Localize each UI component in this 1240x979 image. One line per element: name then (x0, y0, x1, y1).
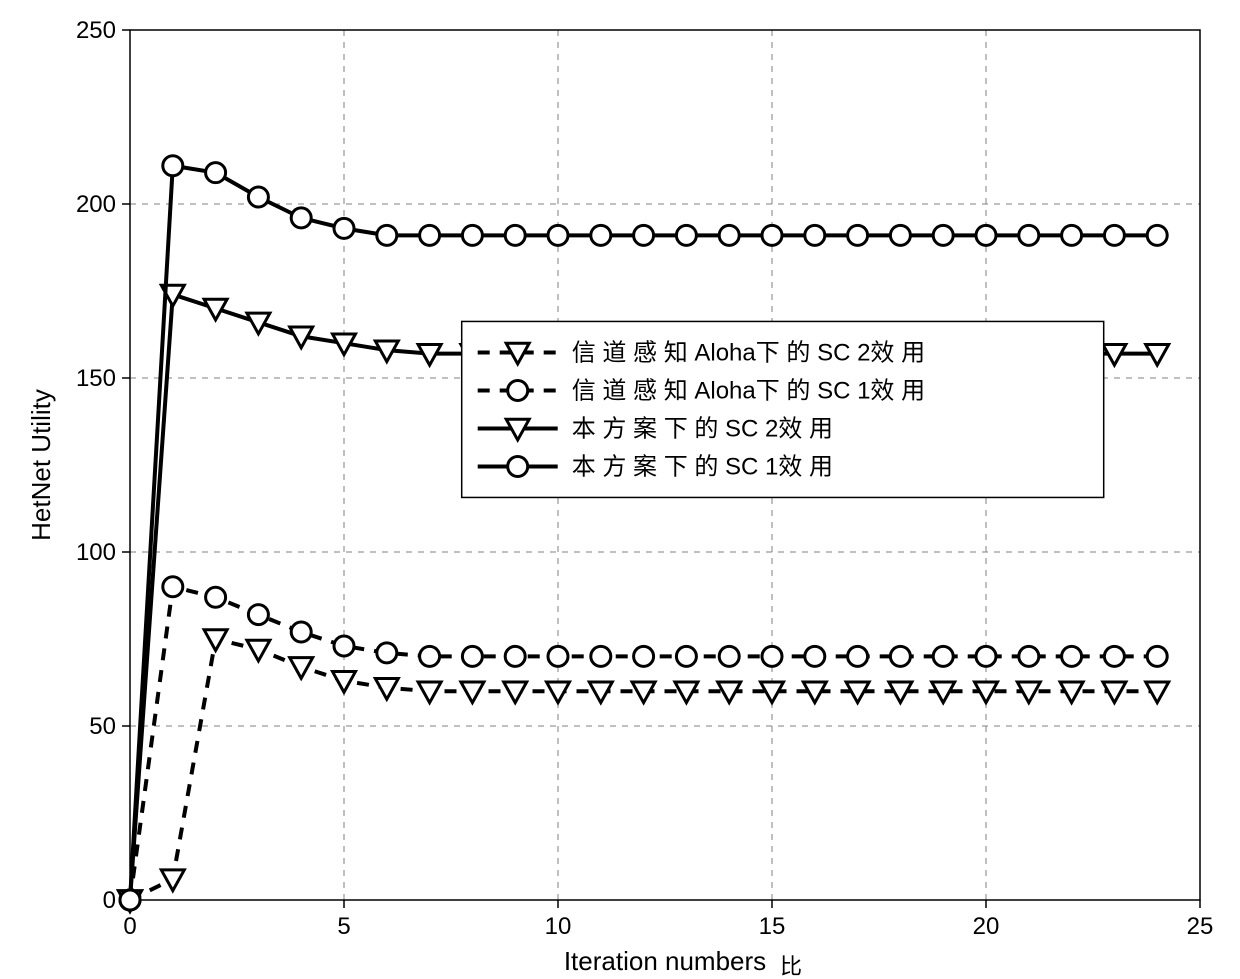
circle-marker (1104, 225, 1124, 245)
circle-marker (206, 587, 226, 607)
circle-marker (976, 646, 996, 666)
circle-marker (1019, 225, 1039, 245)
circle-marker (591, 646, 611, 666)
circle-marker (1062, 646, 1082, 666)
y-tick-label: 50 (89, 713, 116, 740)
circle-marker (334, 636, 354, 656)
circle-marker (890, 646, 910, 666)
x-tick-label: 20 (973, 913, 1000, 940)
circle-marker (206, 163, 226, 183)
circle-marker (548, 225, 568, 245)
chart-container: 0510152025050100150200250Iteration numbe… (0, 0, 1240, 979)
x-axis-extra-label: 比 (780, 954, 802, 979)
circle-marker (634, 225, 654, 245)
legend-label: 本 方 案 下 的 SC 1效 用 (572, 453, 833, 480)
circle-marker (377, 643, 397, 663)
legend-label: 信 道 感 知 Aloha下 的 SC 1效 用 (572, 377, 925, 404)
circle-marker (933, 225, 953, 245)
circle-marker (1019, 646, 1039, 666)
x-tick-label: 5 (337, 913, 350, 940)
legend: 信 道 感 知 Aloha下 的 SC 2效 用信 道 感 知 Aloha下 的… (462, 321, 1104, 497)
circle-marker (291, 208, 311, 228)
line-chart: 0510152025050100150200250Iteration numbe… (0, 0, 1240, 979)
circle-marker (848, 225, 868, 245)
y-tick-label: 200 (76, 191, 116, 218)
circle-marker (676, 225, 696, 245)
y-tick-label: 100 (76, 539, 116, 566)
circle-marker (676, 646, 696, 666)
x-axis-label: Iteration numbers (564, 946, 766, 976)
x-tick-label: 0 (123, 913, 136, 940)
circle-marker (890, 225, 910, 245)
circle-marker (163, 577, 183, 597)
circle-marker (420, 646, 440, 666)
y-tick-label: 250 (76, 17, 116, 44)
circle-marker (976, 225, 996, 245)
circle-marker (120, 890, 140, 910)
y-tick-label: 0 (103, 887, 116, 914)
x-tick-label: 25 (1187, 913, 1214, 940)
circle-marker (505, 225, 525, 245)
x-tick-label: 15 (759, 913, 786, 940)
circle-marker (248, 187, 268, 207)
circle-marker (508, 456, 528, 476)
circle-marker (420, 225, 440, 245)
circle-marker (291, 622, 311, 642)
circle-marker (548, 646, 568, 666)
circle-marker (805, 225, 825, 245)
y-axis-label: HetNet Utility (26, 389, 56, 541)
circle-marker (505, 646, 525, 666)
legend-label: 本 方 案 下 的 SC 2效 用 (572, 415, 833, 442)
circle-marker (508, 380, 528, 400)
circle-marker (762, 646, 782, 666)
circle-marker (634, 646, 654, 666)
circle-marker (462, 646, 482, 666)
circle-marker (1147, 646, 1167, 666)
circle-marker (163, 156, 183, 176)
circle-marker (933, 646, 953, 666)
x-tick-label: 10 (545, 913, 572, 940)
circle-marker (462, 225, 482, 245)
circle-marker (1147, 225, 1167, 245)
circle-marker (805, 646, 825, 666)
circle-marker (591, 225, 611, 245)
y-tick-label: 150 (76, 365, 116, 392)
circle-marker (848, 646, 868, 666)
circle-marker (377, 225, 397, 245)
legend-label: 信 道 感 知 Aloha下 的 SC 2效 用 (572, 339, 925, 366)
circle-marker (719, 225, 739, 245)
circle-marker (1062, 225, 1082, 245)
circle-marker (334, 218, 354, 238)
circle-marker (762, 225, 782, 245)
circle-marker (719, 646, 739, 666)
circle-marker (248, 605, 268, 625)
circle-marker (1104, 646, 1124, 666)
